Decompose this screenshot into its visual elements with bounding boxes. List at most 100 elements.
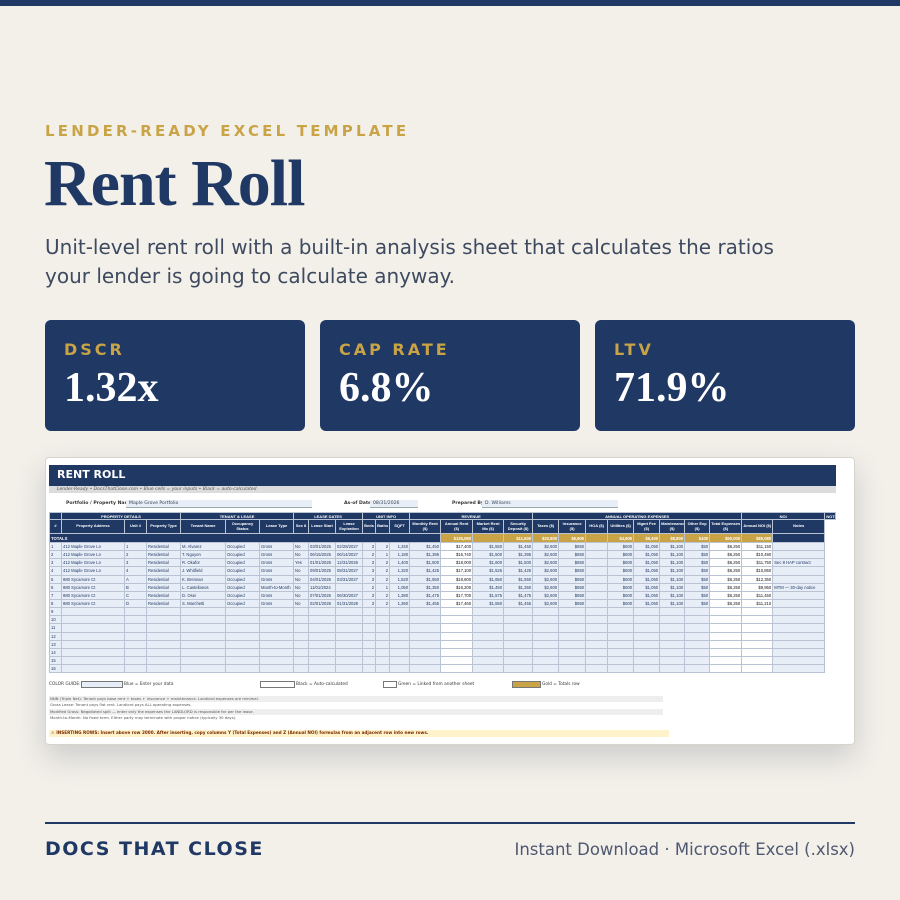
table-cell[interactable]: Gross	[259, 574, 295, 584]
table-cell[interactable]: 04/01/2025	[308, 574, 337, 584]
table-cell[interactable]: 1	[375, 550, 391, 560]
table-cell[interactable]	[532, 639, 560, 649]
table-cell[interactable]	[124, 664, 147, 674]
table-cell[interactable]	[558, 664, 587, 674]
table-cell[interactable]: $1,450	[472, 582, 505, 592]
table-cell[interactable]: $1,100	[659, 574, 686, 584]
table-cell[interactable]: Occupied	[225, 590, 261, 600]
table-cell[interactable]	[375, 615, 391, 625]
table-cell[interactable]: Occupied	[225, 541, 261, 552]
table-cell[interactable]: Occupied	[225, 582, 261, 592]
table-cell[interactable]: $1,050	[633, 582, 661, 592]
table-cell[interactable]	[772, 639, 826, 649]
table-cell[interactable]: $1,050	[633, 541, 661, 552]
table-cell[interactable]	[335, 639, 364, 649]
table-cell[interactable]	[684, 664, 711, 674]
table-cell[interactable]	[145, 631, 182, 641]
table-cell[interactable]	[375, 623, 391, 633]
table-cell[interactable]: $850	[558, 541, 587, 552]
table-cell[interactable]	[532, 655, 560, 666]
table-cell[interactable]: 412 Maple Grove Ln	[61, 541, 125, 552]
table-cell[interactable]: $50	[684, 541, 711, 552]
table-cell[interactable]	[61, 639, 125, 649]
table-cell[interactable]	[362, 655, 377, 666]
table-cell[interactable]: $600	[607, 582, 635, 592]
table-cell[interactable]	[308, 607, 337, 617]
table-cell[interactable]	[684, 623, 711, 633]
table-cell[interactable]: Residential	[145, 550, 182, 560]
table-cell[interactable]: MTM — 30-day notice	[772, 582, 826, 592]
table-cell[interactable]: 1,180	[389, 550, 411, 560]
table-cell[interactable]	[532, 631, 560, 641]
table-cell[interactable]	[409, 631, 442, 641]
table-cell[interactable]	[335, 647, 364, 657]
table-cell[interactable]	[259, 631, 295, 641]
table-cell[interactable]	[633, 615, 661, 625]
table-cell[interactable]: Occupied	[225, 566, 261, 576]
table-cell[interactable]: 3	[362, 574, 377, 584]
table-cell[interactable]: $1,575	[472, 590, 505, 600]
table-cell[interactable]	[585, 598, 609, 609]
table-cell[interactable]	[61, 655, 125, 666]
table-cell[interactable]: 3	[362, 558, 377, 568]
table-cell[interactable]: 880 Sycamore Ct	[61, 590, 125, 600]
table-cell[interactable]	[308, 647, 337, 657]
table-cell[interactable]: $1,475	[503, 590, 534, 600]
table-cell[interactable]: 06/14/2027	[335, 550, 364, 560]
table-cell[interactable]	[409, 664, 442, 674]
table-cell[interactable]: R. Okafor	[180, 558, 227, 568]
table-cell[interactable]	[362, 615, 377, 625]
table-cell[interactable]	[558, 655, 587, 666]
table-cell[interactable]	[225, 664, 261, 674]
table-cell[interactable]	[375, 607, 391, 617]
table-cell[interactable]: $50	[684, 566, 711, 576]
table-cell[interactable]: $1,550	[472, 598, 505, 609]
table-cell[interactable]	[308, 623, 337, 633]
table-cell[interactable]: $1,350	[409, 582, 442, 592]
table-cell[interactable]	[585, 664, 609, 674]
table-cell[interactable]	[389, 631, 411, 641]
table-cell[interactable]	[503, 664, 534, 674]
table-cell[interactable]: $1,500	[503, 558, 534, 568]
table-cell[interactable]: Occupied	[225, 550, 261, 560]
table-cell[interactable]: J. Whitfield	[180, 566, 227, 576]
table-cell[interactable]: Sec 8 HAP contract	[772, 558, 826, 568]
table-cell[interactable]	[472, 647, 505, 657]
table-cell[interactable]: $1,050	[633, 574, 661, 584]
table-cell[interactable]	[308, 664, 337, 674]
table-cell[interactable]	[389, 639, 411, 649]
table-cell[interactable]: $1,550	[503, 574, 534, 584]
table-cell[interactable]	[293, 631, 310, 641]
table-cell[interactable]	[772, 574, 826, 584]
table-cell[interactable]: $1,455	[503, 598, 534, 609]
table-cell[interactable]: No	[293, 541, 310, 552]
table-cell[interactable]	[532, 664, 560, 674]
table-cell[interactable]: Gross	[259, 558, 295, 568]
asof-field[interactable]: 08/31/2026	[370, 500, 418, 508]
table-cell[interactable]	[772, 664, 826, 674]
table-cell[interactable]	[389, 623, 411, 633]
table-cell[interactable]	[532, 647, 560, 657]
table-cell[interactable]	[772, 566, 826, 576]
table-cell[interactable]	[145, 607, 182, 617]
table-cell[interactable]: $850	[558, 590, 587, 600]
table-cell[interactable]: $1,395	[409, 550, 442, 560]
table-cell[interactable]	[225, 647, 261, 657]
table-cell[interactable]	[259, 655, 295, 666]
table-cell[interactable]: Residential	[145, 558, 182, 568]
table-cell[interactable]	[558, 607, 587, 617]
table-cell[interactable]	[472, 607, 505, 617]
table-cell[interactable]: D. Osei	[180, 590, 227, 600]
table-cell[interactable]: S. Marchetti	[180, 598, 227, 609]
table-cell[interactable]	[607, 655, 635, 666]
table-cell[interactable]	[124, 607, 147, 617]
table-cell[interactable]: D	[124, 598, 147, 609]
table-cell[interactable]: $850	[558, 550, 587, 560]
table-cell[interactable]	[335, 607, 364, 617]
table-cell[interactable]	[335, 664, 364, 674]
table-cell[interactable]	[375, 647, 391, 657]
table-cell[interactable]: 12/31/2026	[335, 558, 364, 568]
table-cell[interactable]	[293, 639, 310, 649]
table-cell[interactable]	[772, 655, 826, 666]
table-cell[interactable]	[145, 655, 182, 666]
